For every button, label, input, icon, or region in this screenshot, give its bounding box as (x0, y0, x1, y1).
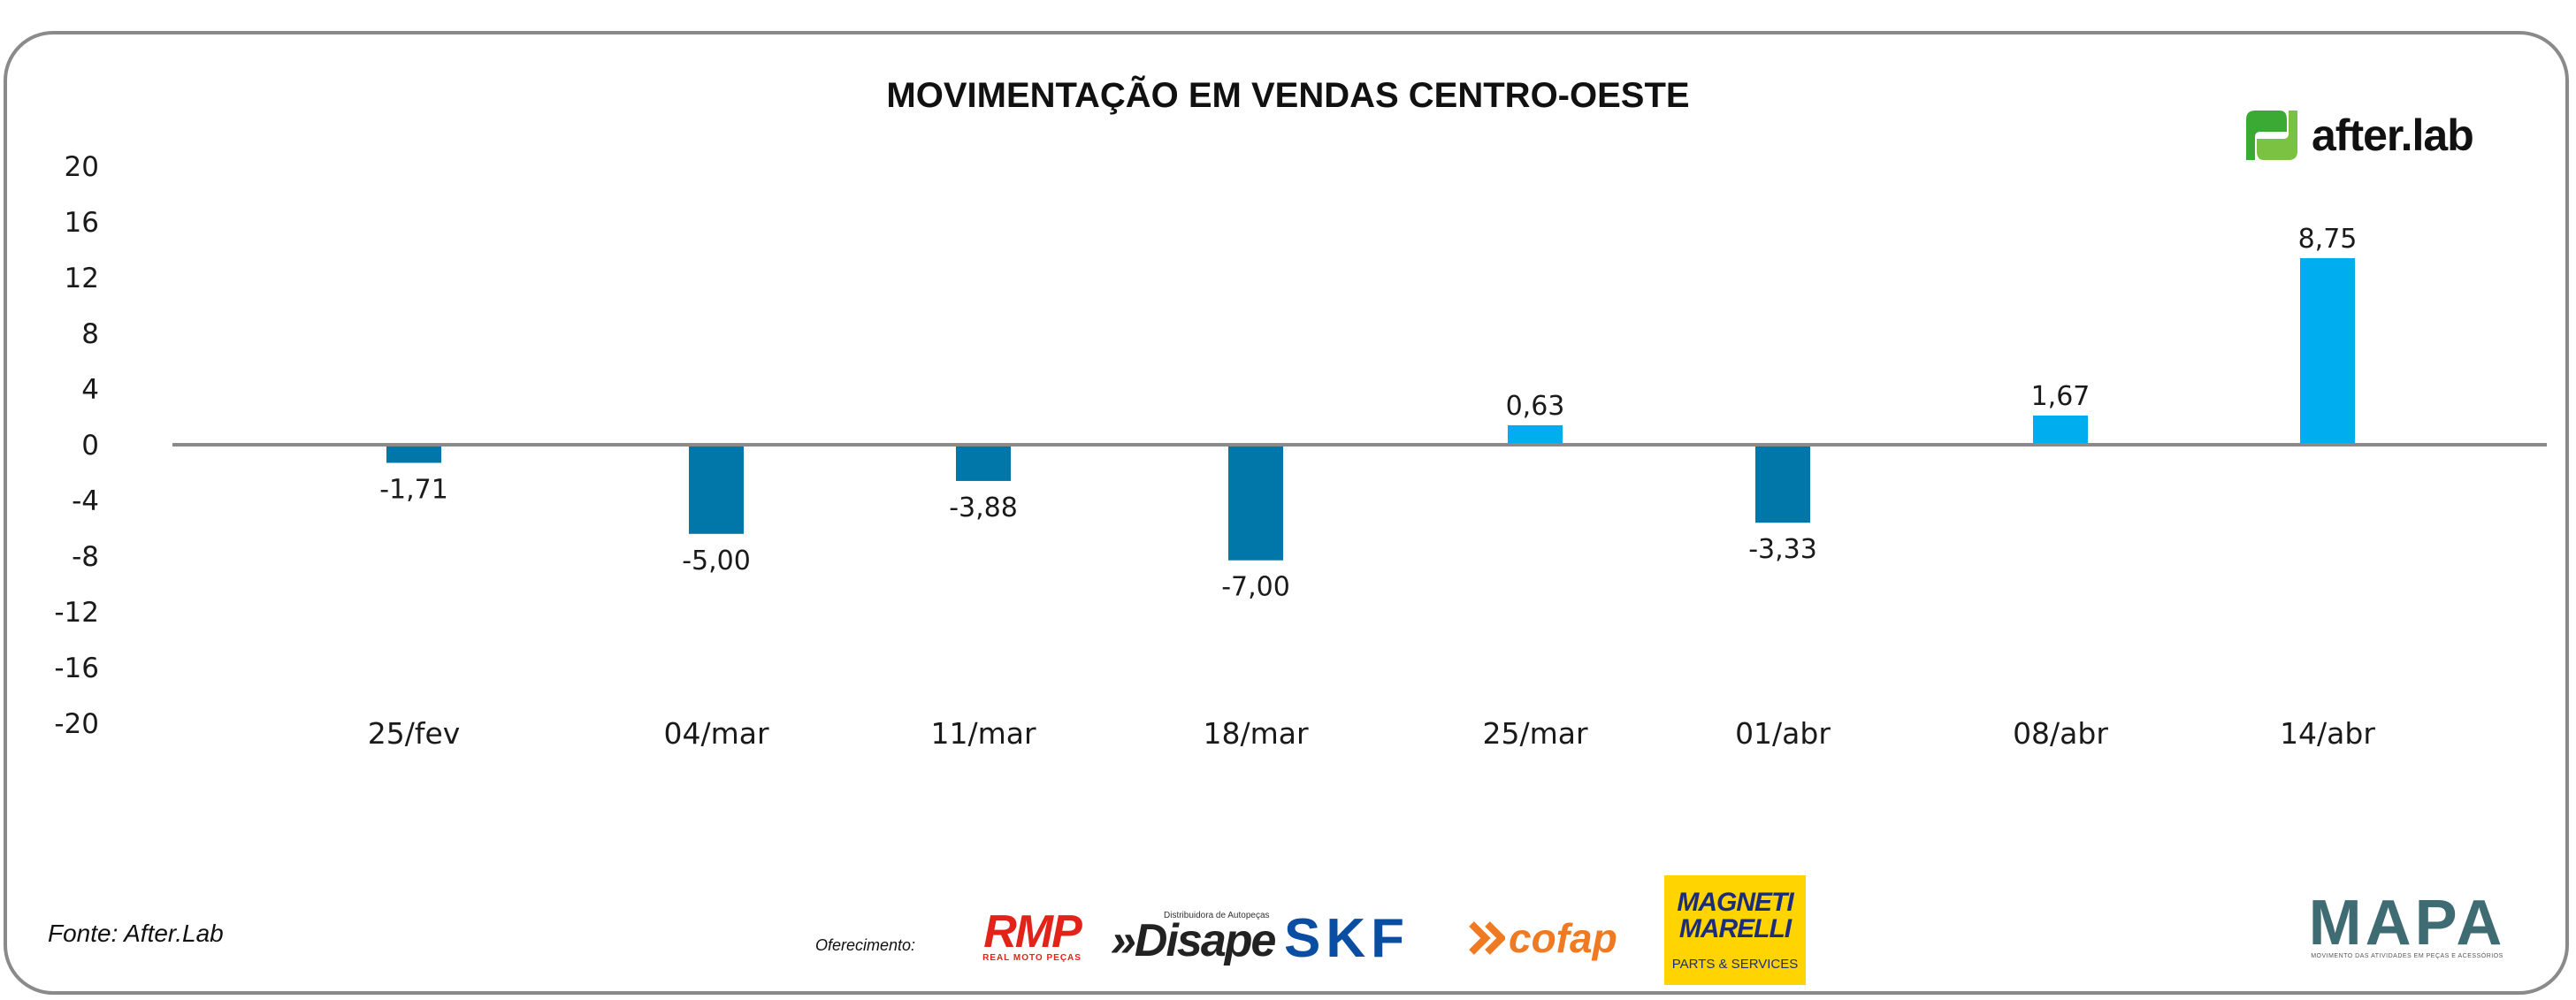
cofap-logo: cofap (1468, 916, 1617, 960)
cofap-logo-text: cofap (1509, 915, 1617, 961)
y-tick-label: 8 (81, 318, 99, 350)
bar-25-fev (386, 445, 441, 463)
bar-14-abr (2300, 257, 2355, 445)
skf-logo: SKF (1284, 908, 1410, 969)
y-tick-label: 4 (81, 374, 99, 406)
y-tick-label: -16 (54, 653, 99, 684)
disape-logo-subtitle: Distribuidora de Autopeças (1164, 911, 1270, 920)
bar-25-mar (1508, 424, 1563, 445)
bar-01-abr (1755, 445, 1810, 523)
x-category-label: 08/abr (2013, 716, 2108, 751)
source-note: Fonte: After.Lab (48, 920, 224, 947)
disape-logo-text: »Disape (1111, 915, 1276, 966)
x-category-label: 25/fev (368, 716, 461, 751)
chart-frame (4, 31, 2569, 995)
bar-11-mar (956, 445, 1011, 481)
x-category-label: 25/mar (1482, 716, 1587, 751)
magneti-logo-line2: MARELLI (1678, 914, 1792, 943)
y-tick-label: -4 (72, 485, 99, 517)
data-label: -3,88 (949, 492, 1018, 523)
chart-title: MOVIMENTAÇÃO EM VENDAS CENTRO-OESTE (886, 76, 1690, 115)
y-tick-label: 20 (65, 151, 99, 183)
x-category-label: 14/abr (2280, 716, 2375, 751)
rmp-logo: RMP REAL MOTO PEÇAS (973, 906, 1091, 963)
x-category-label: 04/mar (663, 716, 768, 751)
data-label: -3,33 (1748, 534, 1817, 565)
data-label: -1,71 (379, 474, 448, 505)
mapa-logo-text: MAPA (2308, 888, 2506, 958)
x-category-label: 11/mar (930, 716, 1036, 751)
rmp-logo-subtitle: REAL MOTO PEÇAS (982, 953, 1082, 963)
bar-18-mar (1228, 445, 1283, 561)
x-category-label: 01/abr (1735, 716, 1831, 751)
magneti-marelli-logo: MAGNETI MARELLI PARTS & SERVICES (1664, 875, 1806, 985)
cofap-mark-icon (1469, 921, 1505, 955)
afterlab-mark-icon (2241, 111, 2303, 160)
y-tick-label: -20 (54, 708, 99, 740)
magneti-logo-line3: PARTS & SERVICES (1671, 957, 1799, 972)
data-label: 8,75 (2298, 224, 2358, 255)
bar-08-abr (2033, 415, 2088, 445)
y-tick-label: -12 (54, 597, 99, 629)
mapa-logo: MAPA MOVIMENTO DAS ATIVIDADES EM PEÇAS E… (2306, 888, 2508, 959)
mapa-logo-subtitle: MOVIMENTO DAS ATIVIDADES EM PEÇAS E ACES… (2311, 953, 2503, 959)
afterlab-logo-text: after.lab (2312, 111, 2474, 160)
y-tick-label: 12 (65, 263, 99, 294)
afterlab-logo: after.lab (2241, 110, 2474, 161)
y-tick-label: 0 (81, 430, 99, 462)
data-label: 0,63 (1506, 391, 1565, 422)
data-label: -7,00 (1221, 572, 1290, 603)
bar-04-mar (689, 445, 744, 534)
y-tick-label: -8 (72, 541, 99, 573)
sponsor-label: Oferecimento: (815, 936, 916, 954)
data-label: -5,00 (682, 546, 751, 576)
x-category-label: 18/mar (1203, 716, 1308, 751)
data-label: 1,67 (2031, 381, 2091, 412)
rmp-logo-text: RMP (983, 906, 1082, 958)
y-tick-label: 16 (65, 207, 99, 239)
magneti-logo-line1: MAGNETI (1677, 888, 1793, 917)
disape-logo: Distribuidora de Autopeças »Disape (1111, 911, 1276, 966)
